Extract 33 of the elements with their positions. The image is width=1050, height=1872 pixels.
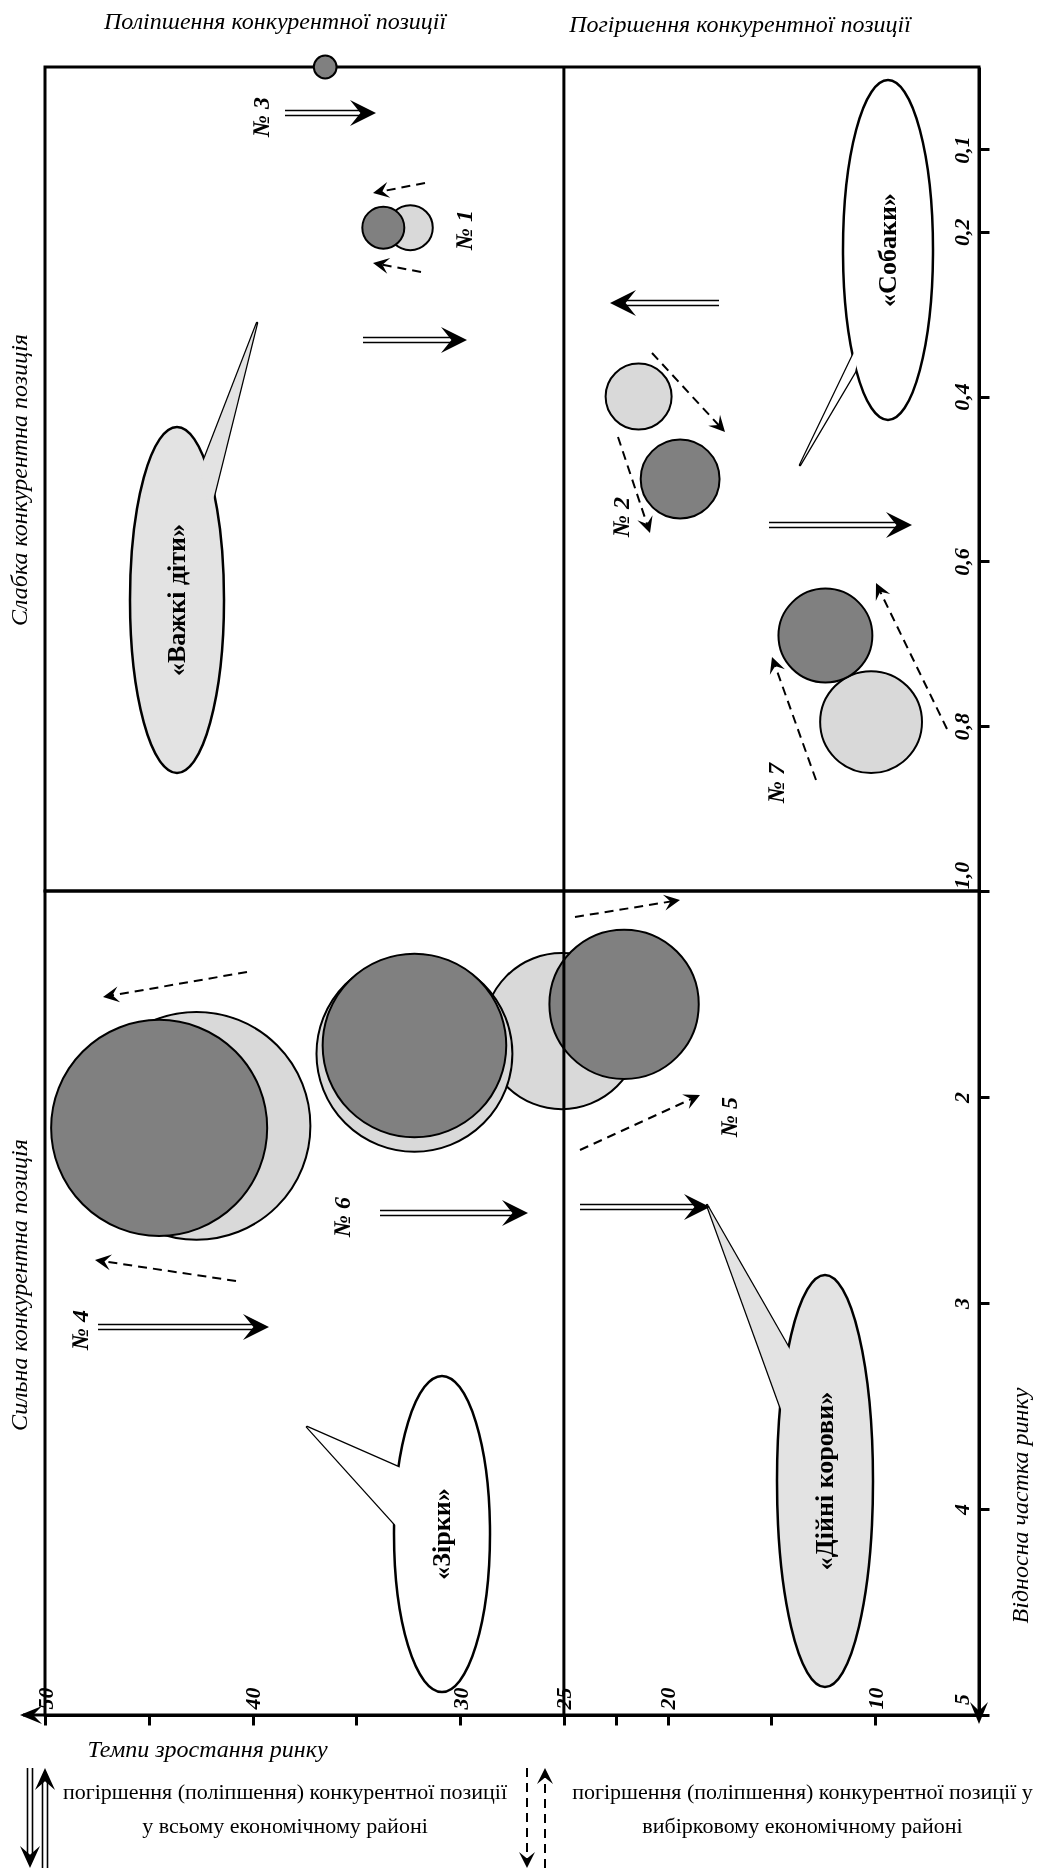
x-tick-label: 10: [862, 1687, 888, 1710]
y-tick-label: 2: [948, 1092, 974, 1104]
annotation: «Собаки»: [873, 193, 902, 307]
annotation: «Важкі діти»: [162, 523, 191, 677]
text: погіршення (поліпшення) конкурентної позиції у всьому економічному районі: [61, 1778, 509, 1840]
y-tick-label: 0,1: [948, 136, 974, 164]
annotation: № 6: [329, 1197, 355, 1238]
y-axis-title: Відносна частка ринку: [1006, 1387, 1033, 1624]
annotation: «Дійні корови»: [810, 1391, 839, 1571]
x-tick-label: 40: [240, 1687, 266, 1711]
y-tick-label: 3: [948, 1298, 974, 1310]
x-tick-label: 30: [447, 1687, 473, 1711]
annotation: № 7: [763, 762, 789, 804]
y-tick-label: 0,2: [948, 218, 974, 247]
text: погіршення (поліпшення) конкурентної позиції у вибірковому економічному районі: [571, 1778, 1034, 1840]
annotation: № 1: [451, 210, 477, 251]
y-tick-label: 1,0: [948, 861, 974, 890]
annotation: № 3: [248, 97, 274, 138]
annotation: «Зірки»: [427, 1488, 456, 1580]
text: Сильна конкурентна позиція: [6, 1139, 32, 1431]
y-tick-label: 0,6: [948, 548, 974, 576]
text: Погіршення конкурентної позиції: [568, 11, 913, 37]
y-tick-label: 5: [948, 1694, 974, 1705]
annotation: № 5: [716, 1097, 742, 1138]
annotation: № 4: [67, 1310, 93, 1351]
annotation: № 2: [608, 497, 634, 538]
text: Поліпшення конкурентної позиції: [102, 8, 448, 34]
x-axis-title: Темпи зростання ринку: [87, 1735, 328, 1762]
y-tick-label: 4: [948, 1504, 974, 1516]
text: Слабка конкурентна позиція: [6, 334, 32, 626]
y-tick-label: 0,8: [948, 712, 974, 741]
x-tick-label: 20: [655, 1687, 681, 1711]
y-tick-label: 0,4: [948, 383, 974, 411]
